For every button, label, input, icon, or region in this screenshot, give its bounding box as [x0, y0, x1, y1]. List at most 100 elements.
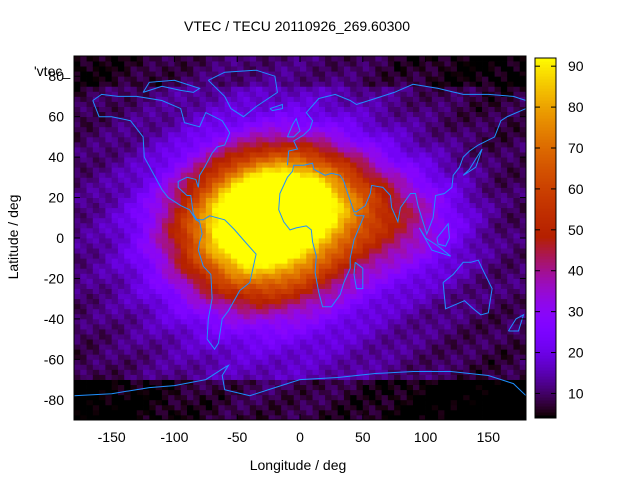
heatmap-cell: [343, 61, 351, 67]
heatmap-cell: [243, 162, 251, 168]
heatmap-cell: [387, 339, 395, 345]
heatmap-cell: [463, 66, 470, 72]
heatmap-cell: [356, 379, 364, 386]
heatmap-cell: [99, 303, 106, 310]
heatmap-cell: [193, 177, 200, 183]
heatmap-cell: [274, 81, 282, 87]
heatmap-cell: [143, 126, 150, 133]
heatmap-cell: [237, 152, 244, 158]
heatmap-cell: [117, 227, 125, 234]
heatmap-cell: [456, 359, 464, 365]
heatmap-cell: [350, 253, 357, 259]
heatmap-cell: [406, 106, 414, 113]
heatmap-cell: [180, 192, 188, 198]
heatmap-cell: [111, 91, 119, 97]
heatmap-cell: [369, 111, 376, 118]
heatmap-cell: [356, 303, 364, 310]
heatmap-cell: [469, 96, 477, 102]
heatmap-cell: [281, 152, 288, 158]
heatmap-cell: [456, 61, 464, 67]
heatmap-cell: [293, 268, 301, 274]
heatmap-cell: [243, 374, 251, 380]
heatmap-cell: [105, 167, 113, 173]
heatmap-cell: [224, 106, 232, 113]
heatmap-cell: [117, 283, 125, 289]
heatmap-cell: [74, 232, 81, 239]
heatmap-cell: [274, 263, 282, 269]
heatmap-cell: [400, 106, 408, 113]
heatmap-cell: [187, 61, 194, 67]
heatmap-cell: [117, 349, 125, 355]
heatmap-cell: [187, 197, 194, 204]
heatmap-cell: [99, 71, 106, 77]
heatmap-cell: [111, 369, 119, 375]
heatmap-cell: [92, 217, 100, 224]
heatmap-cell: [230, 147, 238, 153]
heatmap-cell: [444, 177, 452, 183]
heatmap-cell: [431, 182, 439, 188]
heatmap-cell: [136, 232, 144, 239]
heatmap-cell: [268, 379, 276, 386]
heatmap-cell: [136, 318, 144, 325]
heatmap-cell: [419, 121, 426, 128]
heatmap-cell: [293, 81, 301, 87]
heatmap-cell: [187, 308, 194, 315]
heatmap-cell: [381, 409, 389, 416]
heatmap-cell: [180, 238, 188, 244]
heatmap-cell: [425, 111, 433, 118]
heatmap-cell: [237, 91, 244, 97]
heatmap-cell: [494, 111, 502, 118]
heatmap-cell: [450, 71, 458, 77]
heatmap-cell: [475, 152, 483, 158]
heatmap-cell: [199, 278, 207, 284]
heatmap-cell: [387, 136, 395, 143]
heatmap-cell: [92, 157, 100, 163]
heatmap-cell: [300, 177, 307, 183]
heatmap-cell: [80, 253, 87, 259]
heatmap-cell: [111, 283, 119, 289]
heatmap-cell: [381, 313, 389, 320]
heatmap-cell: [212, 399, 219, 406]
heatmap-cell: [343, 344, 351, 350]
heatmap-cell: [249, 141, 257, 148]
heatmap-cell: [161, 177, 169, 183]
heatmap-cell: [306, 172, 313, 178]
heatmap-cell: [488, 339, 496, 345]
heatmap-cell: [92, 359, 100, 365]
heatmap-cell: [268, 303, 276, 310]
heatmap-cell: [469, 293, 477, 300]
heatmap-cell: [406, 182, 414, 188]
heatmap-cell: [369, 278, 376, 284]
heatmap-cell: [331, 384, 339, 391]
heatmap-cell: [249, 81, 257, 87]
heatmap-cell: [74, 172, 81, 178]
heatmap-cell: [130, 197, 138, 204]
heatmap-cell: [268, 101, 276, 107]
heatmap-cell: [293, 288, 301, 295]
heatmap-cell: [130, 81, 138, 87]
heatmap-cell: [256, 141, 263, 148]
heatmap-cell: [331, 409, 339, 416]
heatmap-cell: [362, 253, 370, 259]
heatmap-cell: [256, 91, 263, 97]
heatmap-cell: [300, 86, 307, 92]
heatmap-cell: [337, 243, 345, 249]
heatmap-cell: [375, 273, 383, 279]
heatmap-cell: [212, 394, 219, 401]
heatmap-cell: [325, 86, 332, 92]
heatmap-cell: [287, 359, 295, 365]
heatmap-cell: [356, 409, 364, 416]
heatmap-cell: [306, 298, 313, 305]
heatmap-cell: [130, 409, 138, 416]
heatmap-cell: [205, 369, 213, 375]
heatmap-cell: [105, 334, 113, 340]
heatmap-cell: [293, 409, 301, 416]
heatmap-cell: [268, 197, 276, 204]
heatmap-cell: [230, 308, 238, 315]
heatmap-cell: [394, 71, 401, 77]
heatmap-cell: [237, 288, 244, 295]
heatmap-cell: [224, 96, 232, 102]
heatmap-cell: [488, 409, 496, 416]
heatmap-cell: [500, 308, 508, 315]
heatmap-cell: [117, 258, 125, 264]
